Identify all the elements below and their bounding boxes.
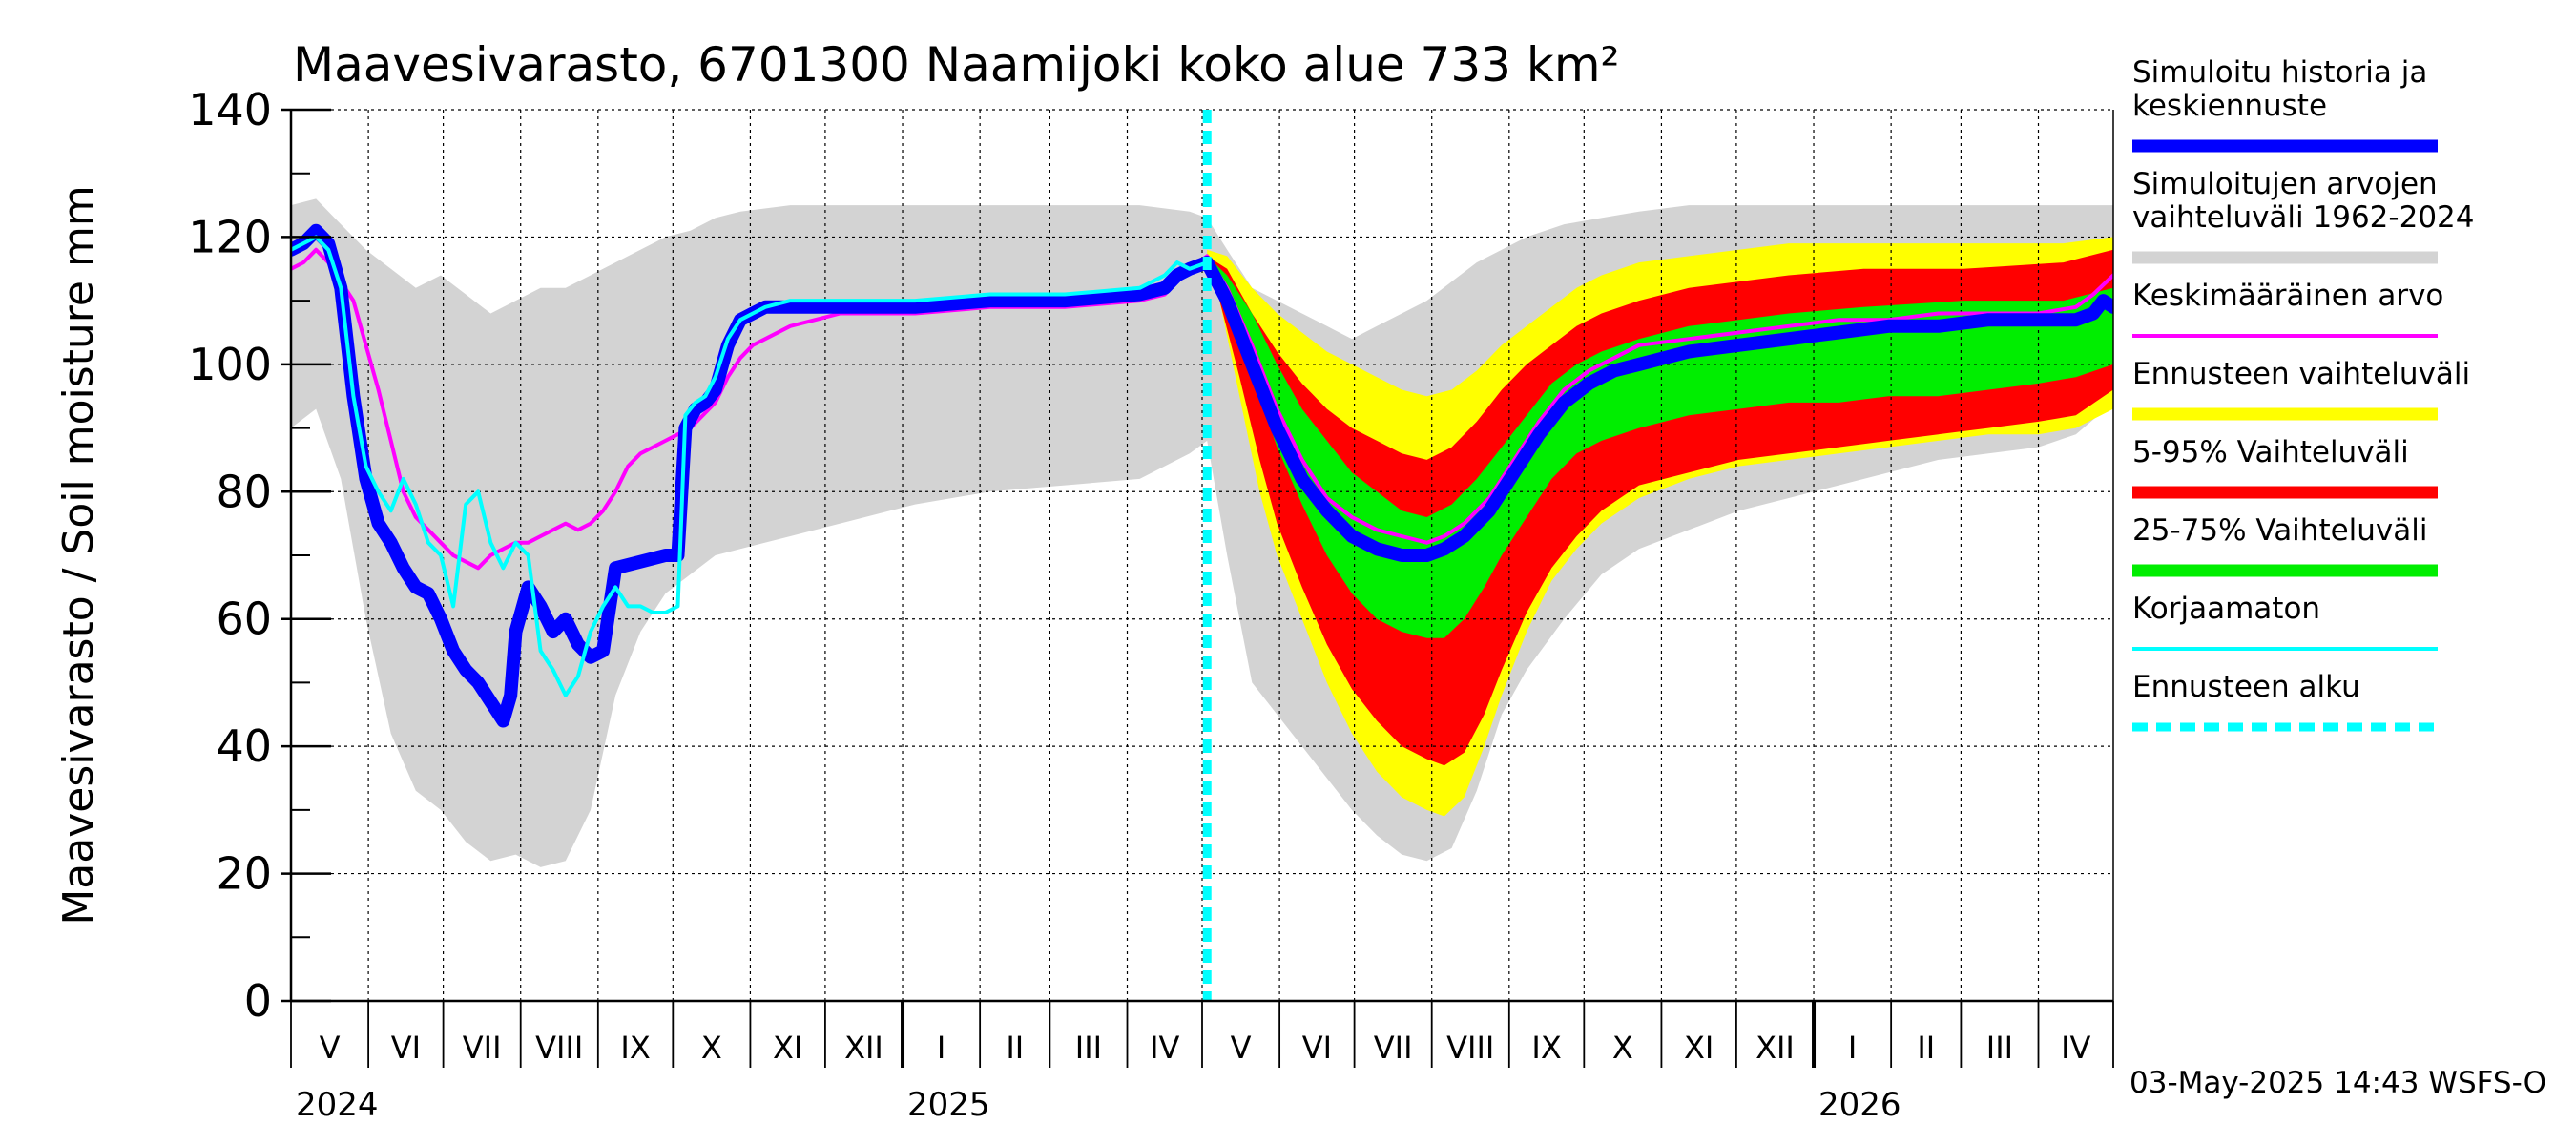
month-label: VII: [463, 1030, 502, 1066]
month-label: VIII: [535, 1030, 583, 1066]
legend: Simuloitu historia jakeskiennusteSimuloi…: [2132, 55, 2474, 732]
month-label: XII: [1755, 1030, 1795, 1066]
month-label: III: [1986, 1030, 2013, 1066]
year-label: 2026: [1818, 1086, 1901, 1124]
y-tick-label: 100: [188, 339, 272, 390]
series-layer: [291, 110, 2113, 1001]
legend-label: 5-95% Vaihteluväli: [2132, 435, 2409, 469]
month-label: IX: [620, 1030, 650, 1066]
footer-timestamp: 03-May-2025 14:43 WSFS-O: [2129, 1066, 2546, 1100]
month-label: VIII: [1446, 1030, 1494, 1066]
y-tick-label: 60: [216, 593, 272, 645]
legend-label: Korjaamaton: [2132, 592, 2320, 626]
series-line-0: [291, 247, 2113, 571]
month-label: XI: [1684, 1030, 1714, 1066]
legend-label: 25-75% Vaihteluväli: [2132, 513, 2428, 548]
chart-title: Maavesivarasto, 6701300 Naamijoki koko a…: [293, 37, 1620, 93]
y-tick-label: 20: [216, 848, 272, 900]
legend-label: Ennusteen alku: [2132, 670, 2360, 704]
month-label: I: [1848, 1030, 1857, 1066]
y-tick-label: 0: [244, 975, 272, 1027]
y-axis-label: Maavesivarasto / Soil moisture mm: [54, 185, 103, 925]
month-label: II: [1917, 1030, 1935, 1066]
legend-item: Ennusteen vaihteluväli: [2132, 357, 2470, 421]
month-label: V: [1231, 1030, 1252, 1066]
y-tick-label: 80: [216, 466, 272, 517]
legend-label: Ennusteen vaihteluväli: [2132, 357, 2470, 391]
month-label: III: [1075, 1030, 1102, 1066]
month-label: XI: [773, 1030, 802, 1066]
legend-item: 5-95% Vaihteluväli: [2132, 435, 2438, 499]
series-line-2: [291, 235, 1210, 697]
month-label: X: [1612, 1030, 1633, 1066]
year-label: 2024: [296, 1086, 379, 1124]
year-label: 2025: [907, 1086, 990, 1124]
y-tick-label: 140: [188, 84, 272, 135]
month-label: IX: [1531, 1030, 1561, 1066]
y-tick-label: 40: [216, 720, 272, 772]
y-tick-label: 120: [188, 211, 272, 262]
legend-label: Simuloitujen arvojen: [2132, 167, 2438, 201]
month-label: VI: [391, 1030, 421, 1066]
month-label: XII: [844, 1030, 883, 1066]
month-label: VII: [1374, 1030, 1413, 1066]
legend-label: Simuloitu historia ja: [2132, 55, 2427, 90]
legend-item: Ennusteen alku: [2132, 670, 2438, 732]
legend-item: Korjaamaton: [2132, 592, 2438, 651]
month-label: II: [1006, 1030, 1024, 1066]
legend-item: 25-75% Vaihteluväli: [2132, 513, 2438, 577]
legend-label: Keskimääräinen arvo: [2132, 279, 2443, 313]
band-3: [1207, 256, 2113, 638]
month-label: X: [701, 1030, 722, 1066]
series-line-1: [291, 223, 2113, 728]
month-label: VI: [1302, 1030, 1332, 1066]
month-label: V: [320, 1030, 341, 1066]
legend-label: keskiennuste: [2132, 89, 2327, 123]
month-label: I: [937, 1030, 945, 1066]
grid-layer: [291, 109, 2113, 1001]
month-label: IV: [2061, 1030, 2090, 1066]
legend-item: Keskimääräinen arvo: [2132, 279, 2443, 338]
legend-label: vaihteluväli 1962-2024: [2132, 200, 2474, 235]
month-label: IV: [1150, 1030, 1179, 1066]
